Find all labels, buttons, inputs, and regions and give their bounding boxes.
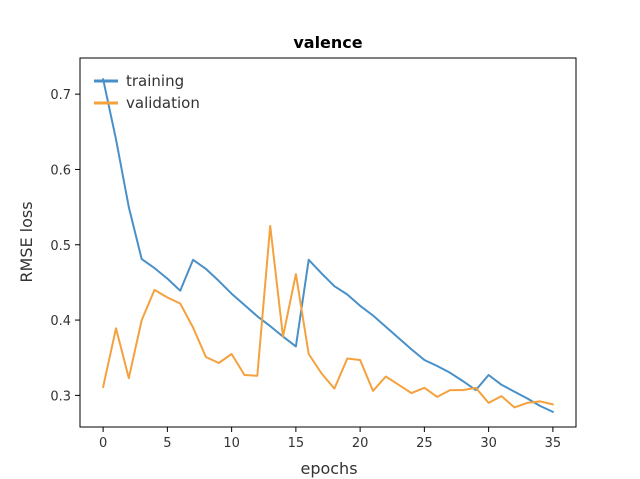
y-tick-label: 0.3 xyxy=(50,389,71,404)
legend: training validation xyxy=(94,72,200,112)
y-tick-label: 0.5 xyxy=(50,239,71,254)
y-axis: 0.3 0.4 0.5 0.6 0.7 xyxy=(50,88,80,404)
x-axis-label: epochs xyxy=(300,459,357,478)
chart-title: valence xyxy=(293,33,362,52)
series-line-training xyxy=(102,78,554,413)
series-layer xyxy=(102,78,554,413)
y-tick-label: 0.4 xyxy=(50,314,71,329)
y-tick-label: 0.6 xyxy=(50,163,71,178)
x-tick-label: 25 xyxy=(416,436,433,451)
x-tick-label: 30 xyxy=(480,436,497,451)
x-tick-label: 0 xyxy=(99,436,107,451)
y-tick-label: 0.7 xyxy=(50,88,71,103)
x-tick-label: 35 xyxy=(545,436,562,451)
plot-area xyxy=(79,57,577,428)
legend-label-validation: validation xyxy=(126,94,200,112)
x-tick-label: 20 xyxy=(352,436,369,451)
x-tick-label: 15 xyxy=(288,436,305,451)
x-tick-label: 10 xyxy=(223,436,240,451)
series-line-validation xyxy=(102,224,554,409)
x-axis: 0 5 10 15 20 25 30 35 xyxy=(99,427,561,451)
y-axis-label: RMSE loss xyxy=(17,201,36,282)
legend-label-training: training xyxy=(126,72,184,90)
x-tick-label: 5 xyxy=(163,436,171,451)
